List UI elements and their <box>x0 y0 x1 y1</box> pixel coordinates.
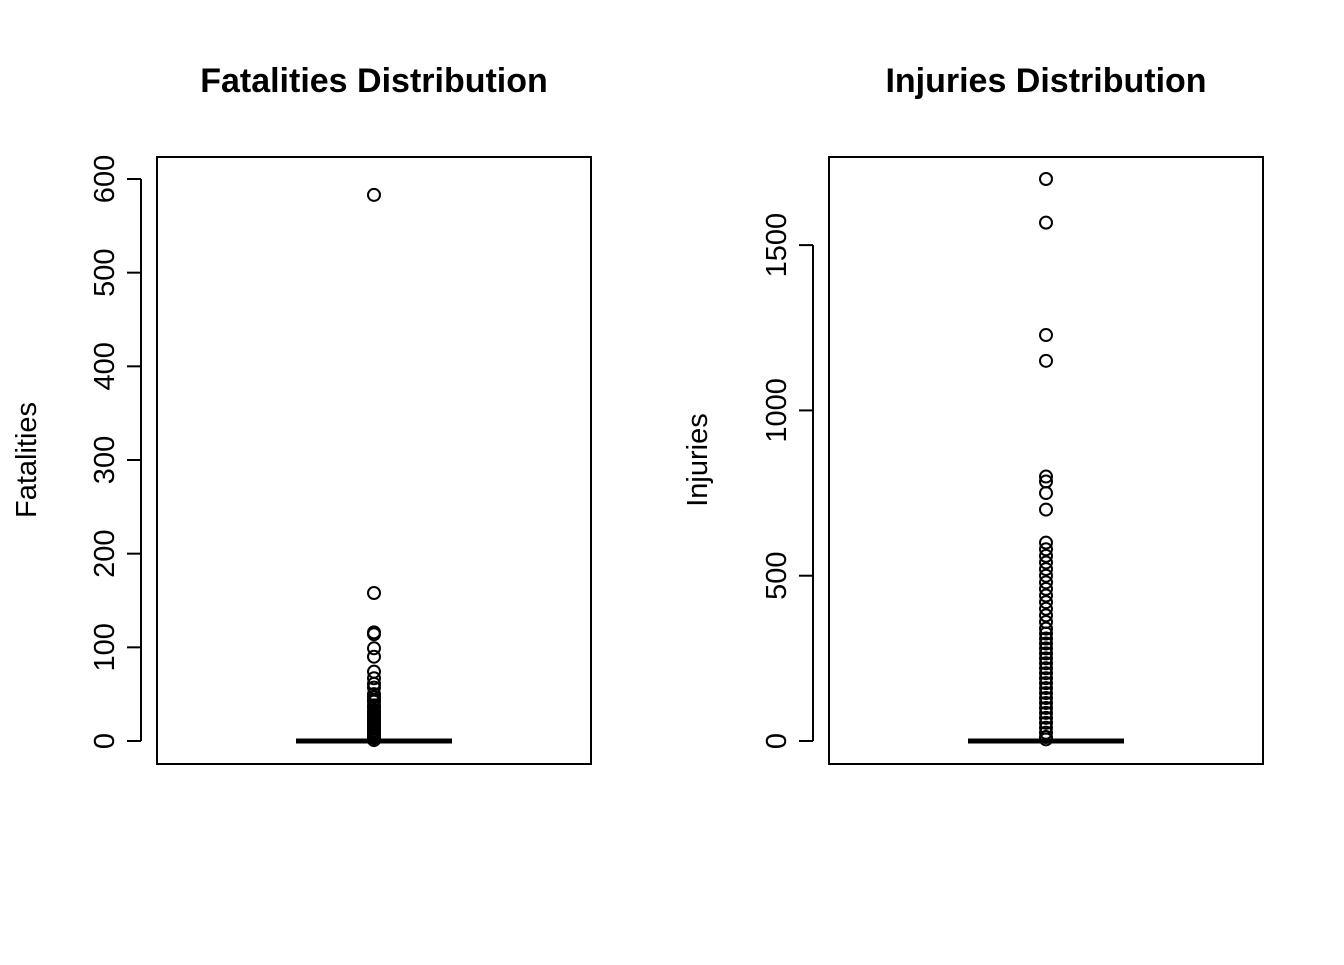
outlier-point <box>1039 172 1053 186</box>
y-tick-label: 400 <box>89 342 121 390</box>
outlier-point <box>367 627 381 642</box>
outlier-point <box>1039 651 1053 666</box>
outlier-point <box>1039 548 1053 563</box>
panel-injuries: Injuries Distribution Injuries 0 500 1000 1… <box>682 62 1264 765</box>
outlier-point <box>1039 710 1053 725</box>
y-tick-label: 500 <box>761 552 793 600</box>
y-tick-label: 1500 <box>761 213 793 278</box>
outlier-point <box>1039 700 1053 715</box>
outlier-point <box>1039 353 1053 368</box>
outlier-point <box>1039 691 1053 706</box>
plot-frame-injuries <box>828 156 1264 765</box>
y-tick-label: 200 <box>89 529 121 577</box>
outlier-point <box>1039 725 1053 740</box>
plot-frame-fatalities <box>156 156 592 765</box>
outlier-point <box>1039 621 1053 636</box>
outlier-point <box>367 733 381 748</box>
outlier-point <box>1039 646 1053 661</box>
outlier-point <box>1039 666 1053 681</box>
chart-title-fatalities: Fatalities Distribution <box>200 62 548 100</box>
outlier-point <box>1039 555 1053 570</box>
outlier-point <box>367 649 381 664</box>
outlier-point <box>367 641 381 656</box>
outlier-point <box>367 586 381 601</box>
outlier-point <box>367 671 381 686</box>
outlier-point <box>1039 715 1053 730</box>
y-axis-label-fatalities: Fatalities <box>11 402 43 518</box>
outlier-point <box>1039 732 1053 747</box>
outlier-point <box>1039 581 1053 596</box>
chart-title-injuries: Injuries Distribution <box>885 62 1206 100</box>
outlier-point <box>1039 705 1053 720</box>
y-axis-label-injuries: Injuries <box>682 413 714 507</box>
outlier-point <box>367 676 381 691</box>
y-tick-label: 0 <box>761 733 793 749</box>
outlier-point <box>1039 626 1053 641</box>
outlier-point <box>1039 631 1053 646</box>
outlier-point <box>1039 328 1053 343</box>
outlier-point <box>1039 695 1053 710</box>
boxplot-fatalities <box>296 187 452 748</box>
outlier-point <box>1039 608 1053 623</box>
outlier-point <box>1039 681 1053 696</box>
outlier-point <box>1039 502 1053 517</box>
outlier-point <box>1039 661 1053 676</box>
outlier-point <box>1039 601 1053 616</box>
outlier-point <box>1039 215 1053 230</box>
outlier-point <box>1039 636 1053 651</box>
y-tick-label: 100 <box>89 623 121 671</box>
y-axis-injuries: 0 500 1000 1500 <box>761 213 814 749</box>
outlier-point <box>1039 595 1053 610</box>
boxplot-injuries <box>968 172 1124 747</box>
panel-fatalities: Fatalities Distribution Fatalities 0 100 2… <box>11 62 592 765</box>
y-tick-label: 0 <box>89 733 121 749</box>
outlier-point <box>1039 641 1053 656</box>
outlier-point <box>1039 676 1053 691</box>
outlier-point <box>1039 542 1053 557</box>
y-tick-label: 600 <box>89 155 121 203</box>
outlier-point <box>1039 568 1053 583</box>
outlier-point <box>1039 686 1053 701</box>
y-axis-fatalities: 0 100 200 300 400 500 600 <box>89 155 142 749</box>
outlier-point <box>1039 486 1053 501</box>
y-tick-label: 300 <box>89 436 121 484</box>
outlier-point <box>1039 671 1053 686</box>
outlier-point <box>1039 588 1053 603</box>
y-tick-label: 1000 <box>761 378 793 443</box>
outlier-point <box>1039 535 1053 550</box>
outlier-point <box>1039 575 1053 590</box>
outlier-point <box>367 187 381 202</box>
outlier-point <box>1039 656 1053 671</box>
outlier-point <box>1039 469 1053 484</box>
y-tick-label: 500 <box>89 248 121 296</box>
outlier-point <box>1039 562 1053 577</box>
